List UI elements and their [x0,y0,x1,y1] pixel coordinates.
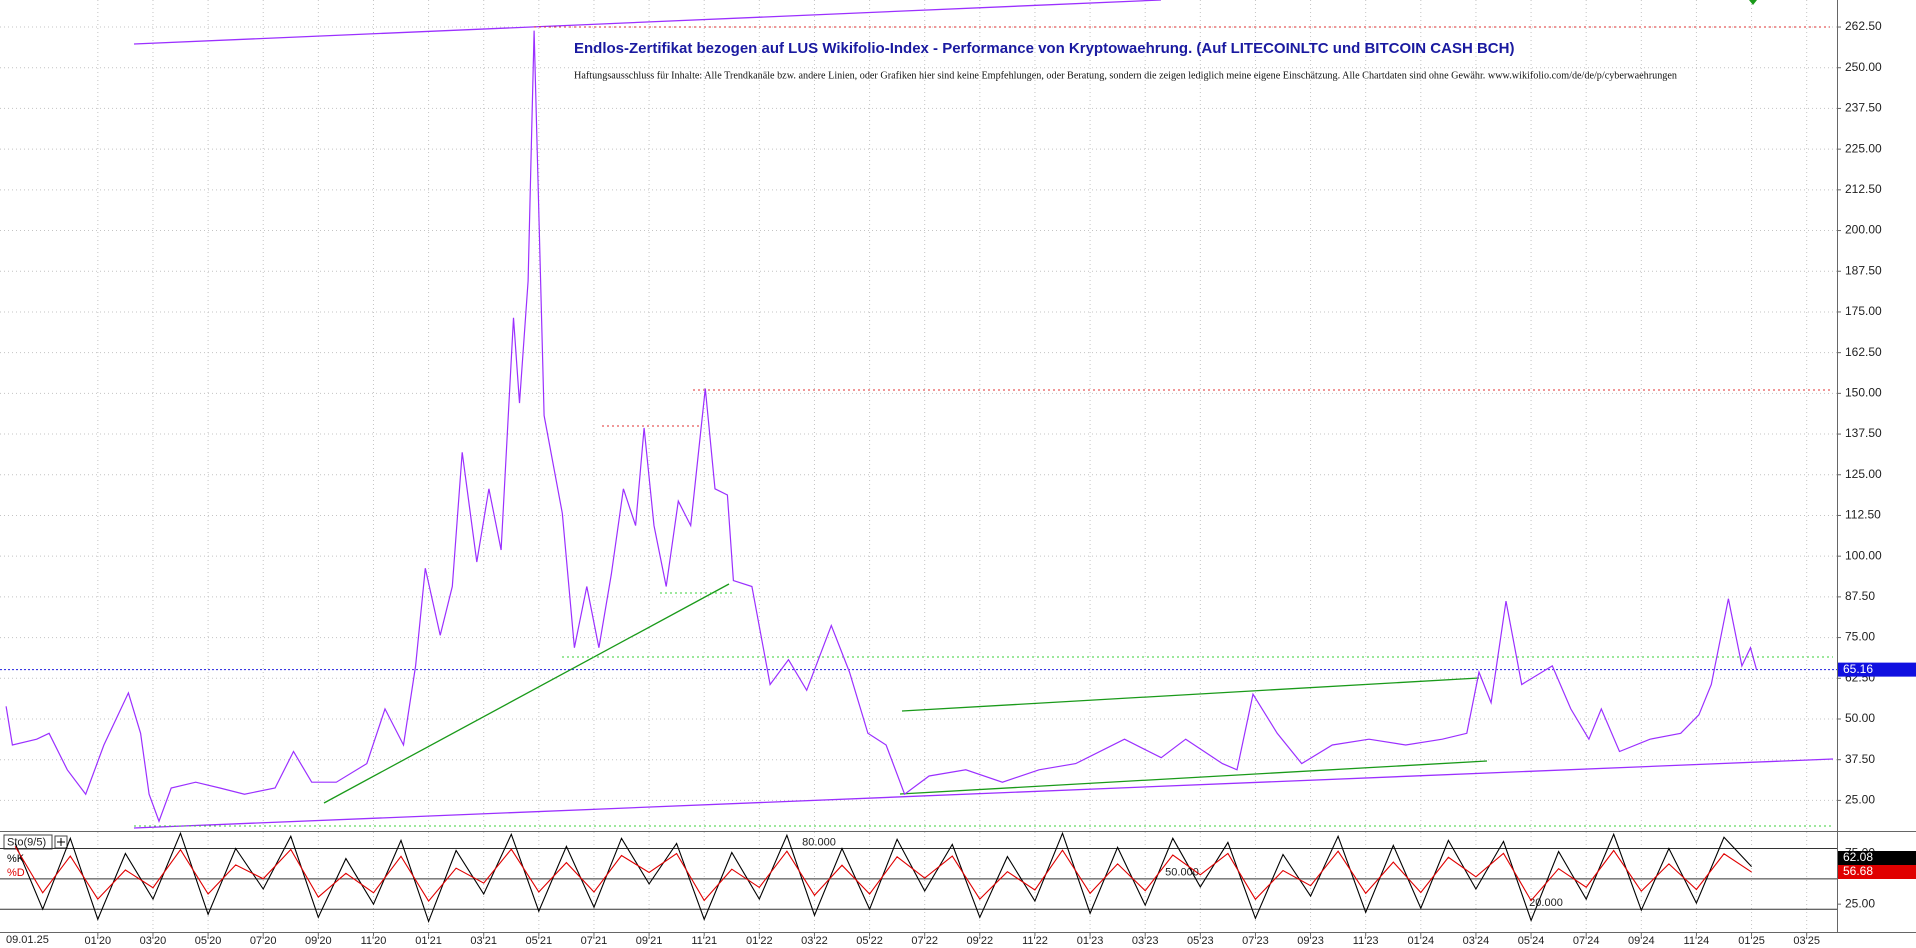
x-tick-label: 03'25 [1793,935,1820,947]
x-tick-label: 05'23 [1187,935,1214,947]
current-value-box [1838,865,1916,879]
trend-line [133,758,1834,829]
current-value-label: 56.68 [1843,864,1873,878]
x-tick-label: 05'24 [1518,935,1545,947]
chart-title: Endlos-Zertifikat bezogen auf LUS Wikifo… [574,40,1514,57]
x-tick-label: 07'23 [1242,935,1269,947]
y-tick-label: 187.50 [1845,263,1882,277]
data-line [14,846,1752,903]
marker [1749,0,1757,5]
y-tick-label: 150.00 [1845,386,1882,400]
x-tick-label: 09'20 [305,935,332,947]
x-tick-label: 09'24 [1628,935,1655,947]
x-tick-label: 03'21 [470,935,497,947]
level-label: 20.000 [1529,897,1563,909]
add-icon [57,838,65,846]
annotations [133,0,1834,829]
indicator-title: Sto(9/5) [7,836,46,848]
x-tick-label: 01'25 [1738,935,1765,947]
trend-line [323,583,730,804]
y-tick-label: 112.50 [1845,508,1881,522]
x-tick-label: 05'21 [526,935,553,947]
chart-subtitle: Haftungsausschluss für Inhalte: Alle Tre… [574,70,1677,81]
x-tick-label: 07'21 [581,935,608,947]
level-label: 80.000 [802,836,836,848]
x-tick-label: 05'22 [856,935,883,947]
y-tick-label: 175.00 [1845,304,1882,318]
x-tick-label: 03'23 [1132,935,1159,947]
current-value-box [1838,851,1916,865]
x-tick-label: 03'20 [140,935,167,947]
x-tick-label: 09'23 [1297,935,1324,947]
y-tick-label: 37.50 [1845,752,1875,766]
y-tick-label: 87.50 [1845,589,1875,603]
x-tick-label: 01'22 [746,935,773,947]
x-tick-label: 03'24 [1463,935,1490,947]
y-tick-label: 162.50 [1845,345,1882,359]
x-tick-label: 09'21 [636,935,663,947]
current-value-box [1838,662,1916,677]
y-tick-label: 212.50 [1845,182,1882,196]
x-tick-label: 09'22 [967,935,994,947]
y-tick-label: 137.50 [1845,426,1882,440]
x-tick-label: 11'20 [361,935,387,947]
y-tick-label: 225.00 [1845,141,1882,155]
y-tick-label: 50.00 [1845,711,1875,725]
y-tick-label: 25.00 [1845,793,1875,807]
x-tick-label: 01'20 [85,935,112,947]
y-tick-label: 125.00 [1845,467,1882,481]
current-value-label: 65.16 [1843,662,1873,676]
x-tick-label: 01'24 [1408,935,1435,947]
x-tick-label: 11'21 [691,935,717,947]
x-tick-label: 11'22 [1022,935,1048,947]
current-value-label: 62.08 [1843,850,1873,864]
date-label: 09.01.25 [6,934,49,946]
x-tick-label: 07'24 [1573,935,1600,947]
data-line [5,30,1758,823]
x-tick-label: 01'23 [1077,935,1104,947]
x-tick-label: 07'20 [250,935,277,947]
legend-entry: %D [7,867,25,879]
y-tick-label: 100.00 [1845,548,1882,562]
trend-line [901,677,1480,712]
trend-line [133,0,1162,45]
data-line [14,831,1753,924]
x-tick-label: 01'21 [415,935,442,947]
y-tick-label: 75.00 [1845,630,1875,644]
y-tick-label: 262.50 [1845,19,1882,33]
x-tick-label: 05'20 [195,935,222,947]
x-tick-label: 03'22 [801,935,828,947]
trend-line [899,760,1488,795]
y-tick-label: 25.00 [1845,896,1875,910]
x-tick-label: 11'23 [1353,935,1379,947]
y-tick-label: 250.00 [1845,60,1882,74]
y-tick-label: 237.50 [1845,101,1882,115]
x-tick-label: 07'22 [911,935,938,947]
x-tick-label: 11'24 [1684,935,1710,947]
y-tick-label: 200.00 [1845,223,1882,237]
level-label: 50.000 [1165,867,1199,879]
